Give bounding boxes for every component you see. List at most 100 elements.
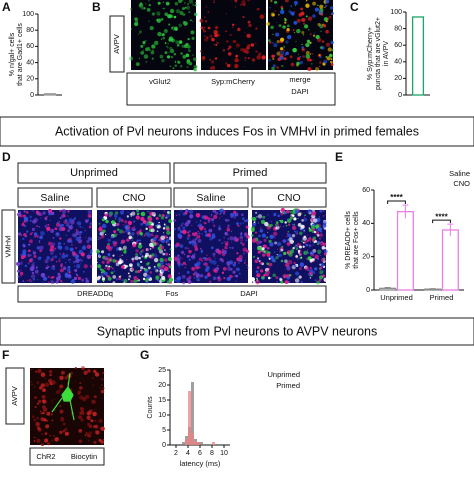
- image-speck: [33, 255, 37, 259]
- histogram-bar: [197, 442, 200, 445]
- image-speck: [202, 29, 206, 33]
- image-speck: [47, 223, 50, 226]
- image-speck: [303, 217, 308, 222]
- image-speck: [160, 17, 164, 21]
- image-speck: [174, 2, 179, 6]
- image-speck: [279, 253, 283, 257]
- image-speck: [37, 399, 42, 404]
- image-speck: [132, 220, 136, 223]
- image-speck: [284, 221, 287, 224]
- image-speck: [131, 268, 134, 271]
- image-speck: [232, 39, 237, 44]
- image-speck: [101, 218, 105, 222]
- image-speck: [210, 65, 216, 70]
- image-speck: [250, 43, 255, 47]
- image-speck: [215, 26, 219, 30]
- histogram-bar: [200, 442, 203, 445]
- image-speck: [286, 241, 291, 246]
- image-speck: [223, 241, 225, 243]
- image-speck: [178, 272, 180, 274]
- y-tick-label: 15: [158, 397, 166, 404]
- image-speck: [110, 265, 113, 268]
- image-speck: [143, 44, 145, 46]
- image-speck: [234, 63, 239, 69]
- image-speck: [165, 263, 168, 265]
- image-speck: [106, 260, 110, 264]
- x-tick-label: 4: [186, 450, 190, 457]
- image-speck: [104, 267, 106, 270]
- image-speck: [183, 253, 186, 256]
- image-speck: [204, 20, 208, 23]
- image-speck: [319, 61, 322, 64]
- image-speck: [312, 59, 314, 61]
- image-speck: [163, 210, 166, 213]
- image-speck: [88, 431, 92, 435]
- image-speck: [65, 254, 69, 258]
- image-speck: [132, 228, 136, 231]
- image-speck: [305, 50, 310, 55]
- image-speck: [276, 253, 278, 256]
- image-speck: [235, 280, 237, 282]
- image-speck: [79, 411, 83, 415]
- image-speck: [41, 396, 44, 398]
- image-speck: [278, 24, 282, 28]
- image-speck: [264, 272, 266, 274]
- image-speck: [295, 40, 297, 42]
- image-speck: [290, 213, 294, 217]
- image-speck: [206, 36, 209, 39]
- image-speck: [187, 233, 191, 238]
- image-speck: [195, 221, 198, 223]
- image-speck: [46, 442, 51, 446]
- image-speck: [151, 253, 155, 257]
- image-speck: [294, 230, 296, 232]
- image-speck: [312, 260, 315, 263]
- image-speck: [160, 216, 165, 220]
- image-speck: [20, 262, 23, 265]
- image-speck: [79, 230, 83, 234]
- image-speck: [288, 10, 292, 13]
- image-speck: [262, 253, 266, 257]
- image-speck: [74, 268, 77, 271]
- image-speck: [211, 37, 215, 42]
- image-speck: [102, 229, 106, 233]
- image-speck: [291, 12, 295, 16]
- image-speck: [283, 251, 287, 256]
- image-speck: [51, 275, 55, 279]
- y-axis-label: that are Fos+ cells: [353, 211, 360, 269]
- image-speck: [226, 40, 229, 43]
- image-speck: [89, 264, 93, 268]
- image-speck: [80, 407, 83, 410]
- image-speck: [35, 370, 38, 373]
- image-speck: [127, 231, 131, 235]
- image-speck: [157, 225, 161, 229]
- image-speck: [37, 256, 42, 261]
- image-speck: [52, 237, 55, 239]
- image-speck: [244, 59, 247, 62]
- image-speck: [99, 237, 102, 240]
- image-speck: [89, 238, 93, 241]
- image-speck: [100, 389, 105, 394]
- image-speck: [145, 274, 151, 279]
- image-speck: [175, 61, 177, 64]
- image-speck: [64, 376, 68, 380]
- image-speck: [286, 34, 292, 40]
- image-speck: [294, 278, 300, 283]
- image-speck: [212, 252, 216, 256]
- image-speck: [239, 222, 242, 225]
- image-speck: [322, 210, 325, 212]
- image-speck: [247, 266, 249, 269]
- image-speck: [191, 232, 195, 236]
- image-speck: [80, 259, 83, 262]
- image-speck: [45, 419, 48, 422]
- image-speck: [203, 227, 206, 231]
- image-speck: [301, 258, 303, 260]
- image-speck: [179, 11, 184, 15]
- image-speck: [111, 267, 114, 270]
- image-speck: [219, 208, 224, 213]
- channel-label: DREADDq: [77, 289, 113, 298]
- image-speck: [224, 218, 228, 222]
- image-speck: [192, 20, 194, 23]
- image-speck: [241, 239, 244, 241]
- image-speck: [148, 48, 151, 51]
- image-speck: [295, 244, 297, 247]
